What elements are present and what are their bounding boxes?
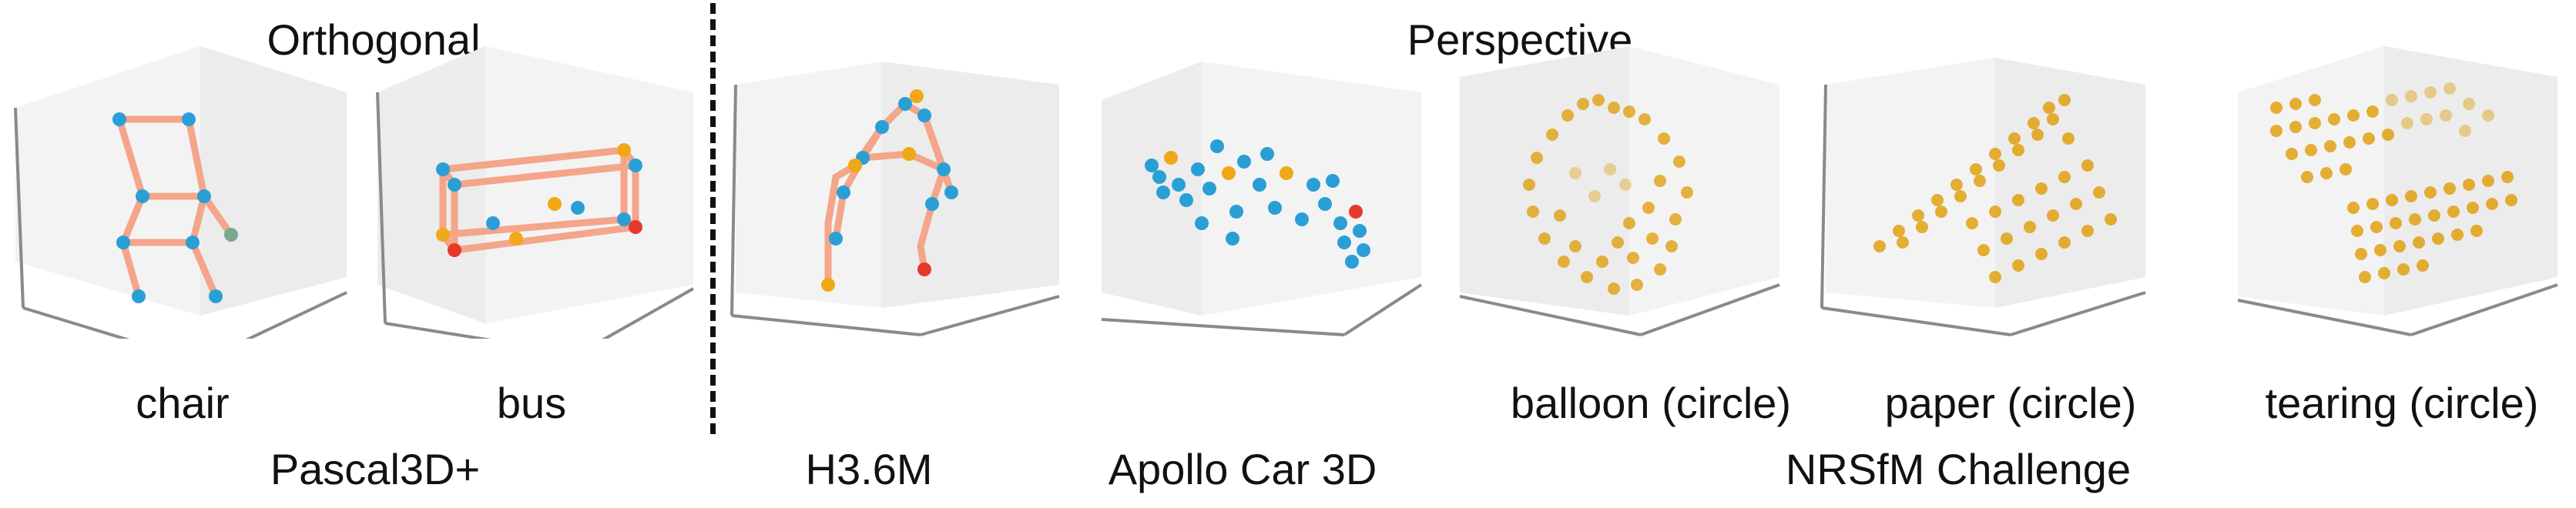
- axis-left: [376, 92, 387, 324]
- axis-right: [2010, 291, 2146, 336]
- axis-left: [14, 107, 25, 309]
- axis-left: [730, 84, 737, 316]
- orthogonal-header: Orthogonal: [267, 15, 481, 64]
- axis-right: [920, 295, 1060, 336]
- tearing-points: [2270, 82, 2517, 283]
- nrsfm-label: NRSfM Challenge: [1785, 445, 2132, 493]
- axis-right: [1343, 283, 1423, 336]
- axis-bottom: [22, 306, 130, 339]
- axis-bottom: [384, 322, 491, 339]
- axis-bottom: [2237, 299, 2412, 336]
- axis-right: [2410, 283, 2558, 336]
- apollo-3d-plot: [1101, 62, 1423, 336]
- paper-3d-plot: [1820, 58, 2146, 336]
- chair-skeleton: [116, 115, 235, 300]
- chair-keypoints: [112, 112, 238, 303]
- h36m-keypoints: [821, 89, 958, 292]
- axis-right: [1640, 283, 1780, 336]
- bus-keypoints: [436, 143, 642, 257]
- bus-label: bus: [496, 379, 567, 427]
- balloon-label: balloon (circle): [1510, 379, 1792, 427]
- side-pane: [1460, 46, 1629, 316]
- chair-label: chair: [136, 379, 230, 427]
- axis-bottom: [1459, 295, 1642, 336]
- axis-right: [602, 287, 694, 339]
- axis-right: [245, 291, 347, 339]
- balloon-points: [1523, 94, 1693, 295]
- side-pane: [1102, 62, 1202, 316]
- chair-3d-plot: [14, 46, 347, 339]
- apollo-keypoints: [1145, 139, 1370, 269]
- section-divider: [710, 3, 716, 434]
- axis-bottom: [1821, 306, 2011, 336]
- tearing-3d-plot: [2237, 46, 2558, 336]
- axis-left: [1820, 84, 1827, 309]
- side-pane: [200, 46, 347, 316]
- axis-bottom: [1101, 318, 1345, 336]
- paper-label: paper (circle): [1884, 379, 2137, 427]
- paper-points: [1873, 94, 2117, 283]
- balloon-3d-plot: [1459, 46, 1780, 336]
- tearing-label: tearing (circle): [2265, 379, 2539, 427]
- bus-3d-plot: [376, 46, 694, 339]
- pascal3d-label: Pascal3D+: [270, 445, 481, 493]
- h36m-3d-plot: [730, 62, 1060, 336]
- axis-bottom: [731, 314, 921, 336]
- h36m-label: H3.6M: [805, 445, 933, 493]
- apollo-label: Apollo Car 3D: [1108, 445, 1377, 493]
